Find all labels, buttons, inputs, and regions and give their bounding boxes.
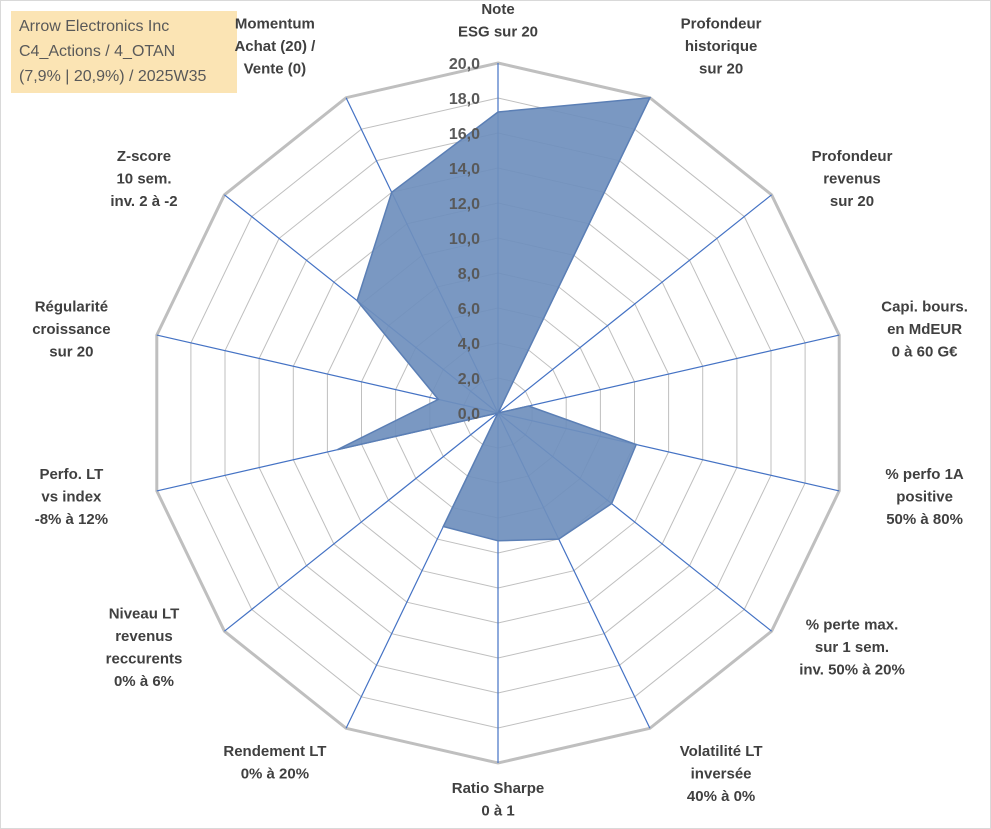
- category-label: sur 20: [830, 193, 874, 210]
- tick-label: 4,0: [458, 336, 480, 353]
- tick-label: 20,0: [449, 56, 480, 73]
- category-label: Vente (0): [244, 61, 307, 78]
- category-label: ESG sur 20: [458, 24, 538, 41]
- category-label: Ratio Sharpe: [452, 780, 545, 797]
- category-label: inv. 50% à 20%: [799, 662, 905, 679]
- tick-label: 14,0: [449, 161, 480, 178]
- category-label: % perfo 1A: [885, 466, 964, 483]
- category-label: -8% à 12%: [35, 511, 108, 528]
- tick-label-layer: 0,0 2,0 4,0 6,0 8,0 10,0 12,0 14,0 16,0 18,0 20,0: [449, 56, 480, 423]
- axis-spoke: [224, 412, 499, 632]
- category-label: Régularité: [35, 299, 108, 316]
- category-label: revenus: [823, 170, 881, 187]
- category-label: Momentum: [235, 16, 315, 33]
- category-label: inv. 2 à -2: [110, 193, 177, 210]
- category-label: Achat (20) /: [234, 38, 316, 55]
- category-label: 0% à 6%: [114, 673, 174, 690]
- category-label: Capi. bours.: [881, 299, 968, 316]
- category-label: sur 20: [699, 61, 743, 78]
- category-label: reccurents: [106, 650, 183, 667]
- tick-label: 10,0: [449, 231, 480, 248]
- info-line-category: C4_Actions / 4_OTAN: [19, 43, 176, 60]
- category-label: Rendement LT: [223, 743, 326, 760]
- category-label: 0% à 20%: [241, 765, 309, 782]
- category-label: 50% à 80%: [886, 511, 963, 528]
- axis-spoke: [497, 334, 840, 414]
- category-label: inversée: [691, 765, 752, 782]
- category-label: 0 à 1: [481, 803, 514, 820]
- category-label: 0 à 60 G€: [892, 344, 959, 361]
- category-label: Profondeur: [681, 16, 762, 33]
- axis-label-layer: Note ESG sur 20 Profondeur historique sur 20…: [32, 1, 968, 820]
- category-label: vs index: [41, 488, 102, 505]
- category-label: positive: [896, 488, 953, 505]
- info-line-company: Arrow Electronics Inc: [19, 18, 170, 35]
- tick-label: 18,0: [449, 91, 480, 108]
- category-label: Perfo. LT: [39, 466, 103, 483]
- category-label: 10 sem.: [116, 170, 171, 187]
- category-label: sur 20: [49, 344, 93, 361]
- info-line-stats: (7,9% | 20,9%) / 2025W35: [19, 68, 207, 85]
- category-label: % perte max.: [806, 617, 899, 634]
- category-label: Volatilité LT: [680, 743, 763, 760]
- axis-spoke: [497, 194, 772, 414]
- series-area: [337, 96, 652, 542]
- tick-label: 8,0: [458, 266, 480, 283]
- category-label: Niveau LT: [109, 605, 180, 622]
- tick-label: 6,0: [458, 301, 480, 318]
- tick-label: 12,0: [449, 196, 480, 213]
- category-label: Note: [481, 1, 514, 18]
- tick-label: 0,0: [458, 406, 480, 423]
- category-label: Z-score: [117, 148, 171, 165]
- category-label: sur 1 sem.: [815, 639, 889, 656]
- category-label: en MdEUR: [887, 321, 962, 338]
- tick-label: 16,0: [449, 126, 480, 143]
- category-label: croissance: [32, 321, 110, 338]
- category-label: Profondeur: [812, 148, 893, 165]
- category-label: historique: [685, 38, 758, 55]
- series-area-layer: [337, 96, 652, 542]
- category-label: 40% à 0%: [687, 788, 755, 805]
- tick-label: 2,0: [458, 371, 480, 388]
- category-label: revenus: [115, 628, 173, 645]
- info-box: Arrow Electronics Inc C4_Actions / 4_OTA…: [11, 11, 237, 93]
